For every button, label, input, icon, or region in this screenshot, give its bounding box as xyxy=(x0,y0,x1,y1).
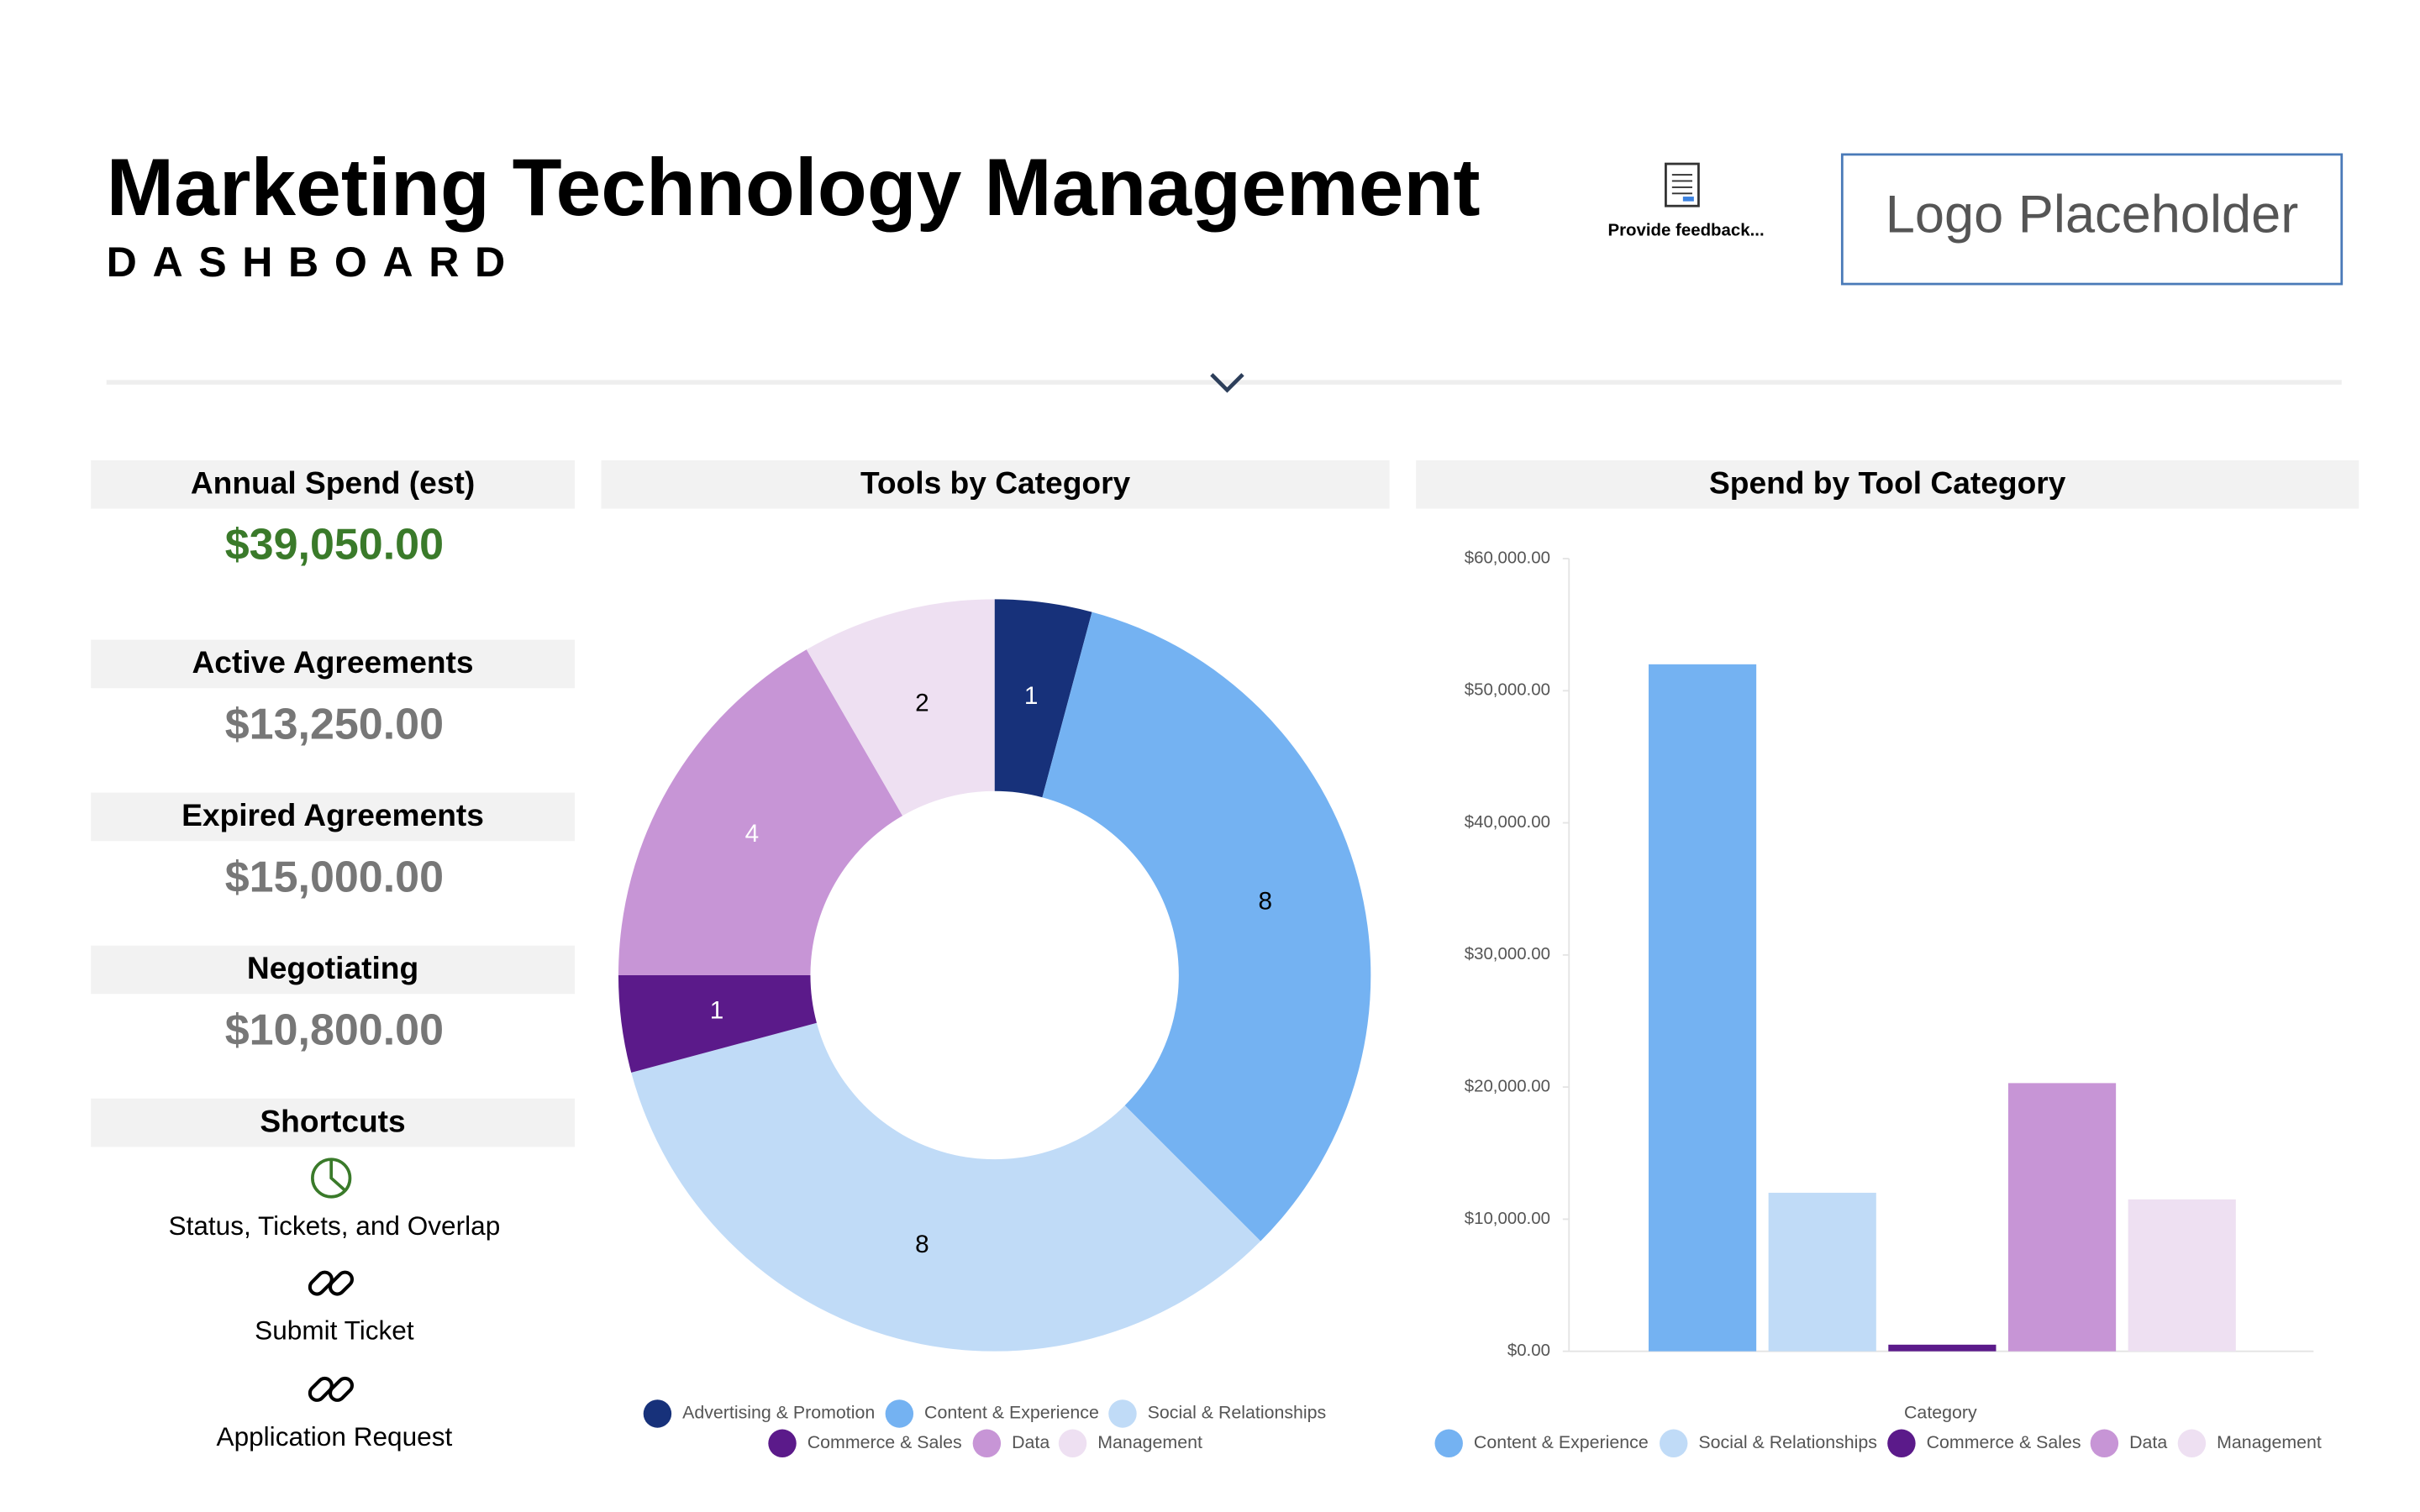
donut-slice xyxy=(618,974,817,1073)
donut-slice xyxy=(631,1022,1261,1352)
data-label: 4 xyxy=(745,820,760,848)
legend-label: Commerce & Sales xyxy=(808,1432,962,1452)
data-label: 8 xyxy=(1258,888,1272,916)
pie-icon-wedge xyxy=(329,1159,347,1192)
kpi-value: $15,000.00 xyxy=(225,853,444,901)
legend-label: Data xyxy=(1012,1432,1050,1452)
collapse-chevron[interactable] xyxy=(1210,373,1244,393)
section-title: Annual Spend (est) xyxy=(191,465,475,501)
section-header xyxy=(601,459,1390,509)
y-tick-label: $50,000.00 xyxy=(1465,681,1550,700)
bar xyxy=(1888,1344,1996,1352)
feedback-label: Provide feedback... xyxy=(1607,221,1764,239)
y-tick-label: $60,000.00 xyxy=(1465,549,1550,567)
legend-label: Social & Relationships xyxy=(1698,1432,1877,1452)
donut-slice xyxy=(806,599,995,816)
bar xyxy=(2128,1199,2236,1352)
data-label: 2 xyxy=(915,690,929,717)
section-title: Shortcuts xyxy=(260,1103,405,1138)
legend-marker xyxy=(2177,1429,2207,1457)
donut-slice xyxy=(618,649,903,975)
shortcut-link[interactable]: Application Request xyxy=(217,1421,453,1452)
feedback-icon-lines xyxy=(1671,174,1692,195)
feedback-button[interactable]: Provide feedback... xyxy=(1607,162,1765,239)
section-title: Tools by Category xyxy=(860,465,1131,501)
legend-label: Management xyxy=(2217,1432,2322,1452)
bar xyxy=(1648,664,1757,1352)
donut-slice xyxy=(1042,612,1371,1242)
kpi-value: $10,800.00 xyxy=(225,1005,444,1054)
legend-marker xyxy=(1887,1429,1916,1457)
legend-label: Data xyxy=(2129,1432,2167,1452)
logo-text: Logo Placeholder xyxy=(1886,186,2298,244)
legend-marker xyxy=(1434,1429,1463,1457)
donut-slice xyxy=(994,599,1092,798)
section-header xyxy=(91,639,575,689)
logo-box xyxy=(1840,153,2344,286)
section-title: Expired Agreements xyxy=(182,797,484,832)
y-tick-label: $10,000.00 xyxy=(1465,1210,1550,1228)
section-header xyxy=(1416,459,2360,509)
section-header xyxy=(91,459,575,509)
legend-label: Advertising & Promotion xyxy=(682,1403,875,1423)
legend-label: Commerce & Sales xyxy=(1927,1432,2081,1452)
data-label: 8 xyxy=(915,1231,929,1258)
kpi-value: $39,050.00 xyxy=(225,521,444,570)
section-title: Spend by Tool Category xyxy=(1709,465,2066,501)
y-tick-label: $0.00 xyxy=(1507,1341,1550,1360)
shortcut-link[interactable]: Submit Ticket xyxy=(255,1315,414,1346)
legend-label: Content & Experience xyxy=(1474,1432,1649,1452)
kpi-value: $13,250.00 xyxy=(225,700,444,748)
legend-marker xyxy=(972,1429,1002,1457)
section-header xyxy=(91,1098,575,1147)
y-tick-label: $30,000.00 xyxy=(1465,945,1550,963)
page-subtitle: DASHBOARD xyxy=(107,239,521,286)
y-tick-label: $40,000.00 xyxy=(1465,813,1550,832)
legend-label: Content & Experience xyxy=(924,1403,1099,1423)
section-title: Negotiating xyxy=(247,950,418,985)
page-title: Marketing Technology Management xyxy=(107,143,1481,233)
legend-marker xyxy=(2090,1429,2119,1457)
x-axis-title: Category xyxy=(1904,1403,1977,1423)
bar xyxy=(1768,1192,1876,1352)
legend-label: Social & Relationships xyxy=(1148,1403,1327,1423)
link-icon xyxy=(308,1376,354,1402)
bar xyxy=(2007,1083,2117,1352)
shortcut-icons xyxy=(308,1158,354,1402)
link-icon xyxy=(308,1270,354,1296)
legend-marker xyxy=(1108,1399,1137,1428)
section-header xyxy=(91,792,575,842)
section-header xyxy=(91,945,575,995)
legend-marker xyxy=(1659,1429,1688,1457)
feedback-icon xyxy=(1665,162,1700,207)
shortcut-link[interactable]: Status, Tickets, and Overlap xyxy=(169,1210,501,1241)
y-tick-label: $20,000.00 xyxy=(1465,1078,1550,1096)
legend-marker xyxy=(1058,1429,1087,1457)
legend-marker xyxy=(768,1429,797,1457)
legend-label: Management xyxy=(1097,1432,1202,1452)
section-title: Active Agreements xyxy=(192,644,473,680)
legend-marker xyxy=(643,1399,672,1428)
data-label: 1 xyxy=(710,996,724,1024)
feedback-icon-accent xyxy=(1682,197,1694,202)
data-label: 1 xyxy=(1024,682,1039,710)
legend-marker xyxy=(885,1399,914,1428)
